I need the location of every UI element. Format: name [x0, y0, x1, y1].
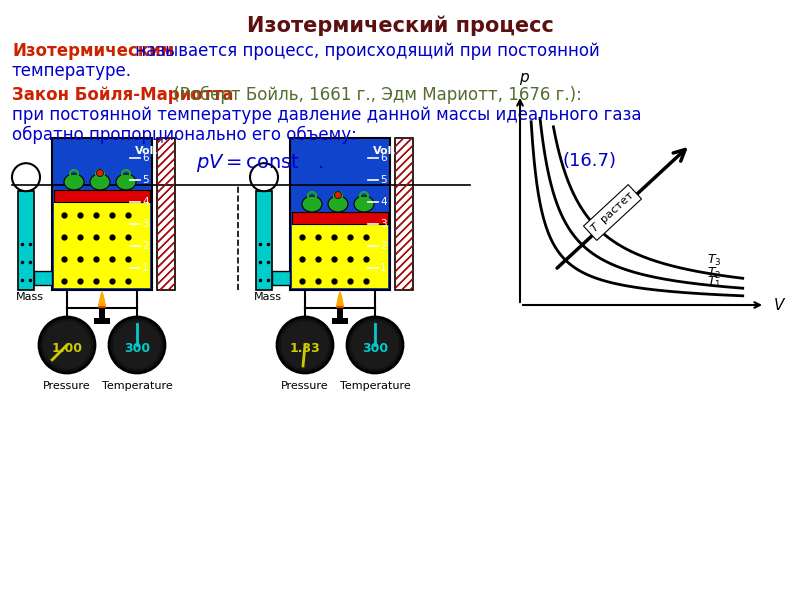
Text: $T_3$: $T_3$ — [706, 253, 721, 268]
Circle shape — [43, 321, 91, 369]
Text: при постоянной температуре давление данной массы идеального газа: при постоянной температуре давление данн… — [12, 106, 642, 124]
Text: температуре.: температуре. — [12, 62, 132, 80]
Bar — [157, 138, 175, 290]
Text: $T$  растет: $T$ растет — [587, 188, 638, 236]
Circle shape — [277, 317, 333, 373]
Ellipse shape — [328, 196, 348, 212]
Text: обратно пропорционально его объему:: обратно пропорционально его объему: — [12, 126, 357, 144]
Bar — [337, 308, 343, 324]
Ellipse shape — [64, 174, 84, 190]
Bar — [18, 191, 34, 290]
Bar — [272, 271, 290, 285]
Text: Vol.: Vol. — [135, 146, 158, 156]
Text: 6: 6 — [380, 153, 386, 163]
Circle shape — [113, 321, 161, 369]
Polygon shape — [98, 290, 106, 306]
Text: Pressure: Pressure — [281, 381, 329, 391]
Text: 5: 5 — [380, 175, 386, 185]
Text: (16.7): (16.7) — [563, 152, 617, 170]
Text: Изотермический процесс: Изотермический процесс — [246, 15, 554, 35]
Text: 4: 4 — [380, 197, 386, 207]
Text: Pressure: Pressure — [43, 381, 91, 391]
Circle shape — [351, 321, 399, 369]
Circle shape — [334, 191, 342, 199]
Circle shape — [250, 163, 278, 191]
Polygon shape — [336, 290, 344, 306]
Text: называется процесс, происходящий при постоянной: называется процесс, происходящий при пос… — [130, 42, 600, 60]
Text: 3: 3 — [142, 219, 149, 229]
Text: $p$: $p$ — [519, 71, 530, 87]
Ellipse shape — [354, 196, 374, 212]
Text: 300: 300 — [124, 343, 150, 355]
Circle shape — [347, 317, 403, 373]
Bar — [99, 308, 105, 324]
Text: 2: 2 — [142, 241, 149, 251]
Bar — [157, 138, 175, 290]
Bar — [395, 138, 413, 290]
Bar — [395, 138, 413, 290]
Text: (Роберт Бойль, 1661 г., Эдм Мариотт, 1676 г.):: (Роберт Бойль, 1661 г., Эдм Мариотт, 167… — [168, 86, 582, 104]
Text: Vol.: Vol. — [373, 146, 397, 156]
Text: $T_2$: $T_2$ — [706, 265, 721, 281]
Bar — [54, 202, 150, 288]
Circle shape — [97, 169, 103, 176]
Text: 1: 1 — [380, 263, 386, 273]
Bar — [256, 191, 272, 290]
Circle shape — [109, 317, 165, 373]
Text: 300: 300 — [362, 343, 388, 355]
Text: $pV = \mathrm{const}$   .: $pV = \mathrm{const}$ . — [196, 152, 324, 174]
Bar — [34, 271, 52, 285]
Bar — [290, 138, 390, 290]
Text: Temperature: Temperature — [102, 381, 172, 391]
Text: Temperature: Temperature — [340, 381, 410, 391]
Bar — [94, 318, 110, 324]
Text: 5: 5 — [142, 175, 149, 185]
Bar — [52, 138, 152, 290]
Bar — [54, 190, 150, 202]
Circle shape — [39, 317, 95, 373]
Circle shape — [12, 163, 40, 191]
Polygon shape — [336, 292, 344, 308]
Circle shape — [281, 321, 329, 369]
Text: 6: 6 — [142, 153, 149, 163]
Bar — [292, 212, 388, 224]
Text: $T_1$: $T_1$ — [706, 275, 721, 290]
Text: 2: 2 — [380, 241, 386, 251]
Text: 1.33: 1.33 — [290, 343, 320, 355]
Text: 3: 3 — [380, 219, 386, 229]
Text: 1.00: 1.00 — [51, 343, 82, 355]
Bar — [292, 224, 388, 288]
Text: 1: 1 — [142, 263, 149, 273]
Text: 4: 4 — [142, 197, 149, 207]
Ellipse shape — [302, 196, 322, 212]
Text: Mass: Mass — [254, 292, 282, 302]
Text: Изотермическим: Изотермическим — [12, 42, 174, 60]
Polygon shape — [98, 292, 106, 308]
Text: $V$: $V$ — [773, 297, 786, 313]
Text: Закон Бойля-Мариотта: Закон Бойля-Мариотта — [12, 86, 234, 104]
Text: Mass: Mass — [16, 292, 44, 302]
Bar — [332, 318, 348, 324]
Ellipse shape — [90, 174, 110, 190]
Ellipse shape — [116, 174, 136, 190]
